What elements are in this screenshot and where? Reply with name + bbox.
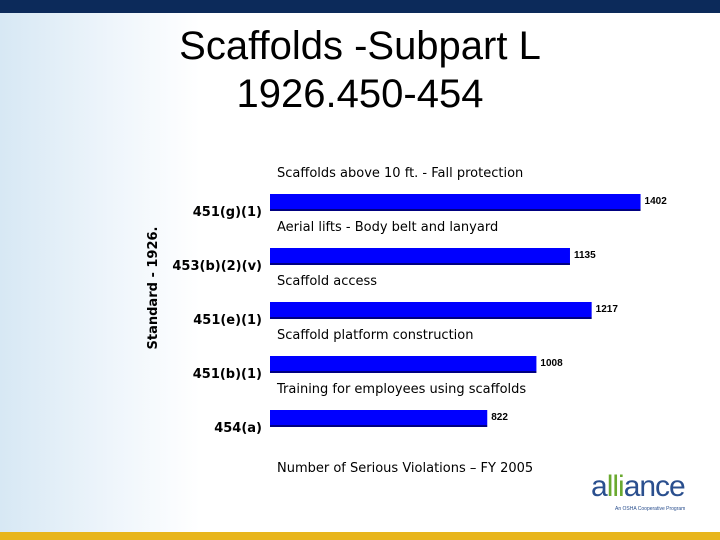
x-axis-title: Number of Serious Violations – FY 2005: [277, 461, 533, 476]
bar-value-label: 1135: [574, 250, 596, 261]
bar-shadow: [270, 209, 641, 211]
category-label: 451(b)(1): [193, 367, 262, 382]
alliance-logo: alliance An OSHA Cooperative Program: [585, 470, 700, 520]
bar-value-label: 822: [491, 412, 508, 423]
bar: [270, 410, 488, 425]
slide-title: Scaffolds -Subpart L 1926.450-454: [0, 22, 720, 118]
bottom-band: [0, 532, 720, 540]
bar-shadow: [270, 263, 570, 265]
category-label: 453(b)(2)(v): [172, 259, 262, 274]
bar-shadow: [270, 317, 592, 319]
category-label: 451(g)(1): [193, 205, 262, 220]
bar-description: Aerial lifts - Body belt and lanyard: [277, 220, 498, 235]
bar-shadow: [270, 371, 537, 373]
bar-description: Training for employees using scaffolds: [276, 382, 526, 397]
bar: [270, 194, 641, 209]
bar: [270, 248, 570, 263]
bar: [270, 356, 537, 371]
bar-description: Scaffold platform construction: [277, 328, 474, 343]
bar-shadow: [270, 425, 488, 427]
bar-description: Scaffold access: [277, 274, 377, 289]
title-line-1: Scaffolds -Subpart L: [179, 24, 541, 68]
bar-value-label: 1402: [645, 196, 668, 207]
bars-group: Scaffolds above 10 ft. - Fall protection…: [172, 166, 667, 436]
category-label: 451(e)(1): [193, 313, 262, 328]
logo-wordmark: alliance: [591, 470, 686, 503]
bar-value-label: 1008: [540, 358, 563, 369]
top-band: [0, 0, 720, 13]
bar-value-label: 1217: [596, 304, 619, 315]
category-label: 454(a): [214, 421, 262, 436]
bar-description: Scaffolds above 10 ft. - Fall protection: [277, 166, 523, 181]
bar: [270, 302, 592, 317]
title-line-2: 1926.450-454: [236, 72, 484, 116]
y-axis-title: Standard - 1926.: [146, 227, 161, 350]
logo-tagline: An OSHA Cooperative Program: [615, 506, 686, 512]
